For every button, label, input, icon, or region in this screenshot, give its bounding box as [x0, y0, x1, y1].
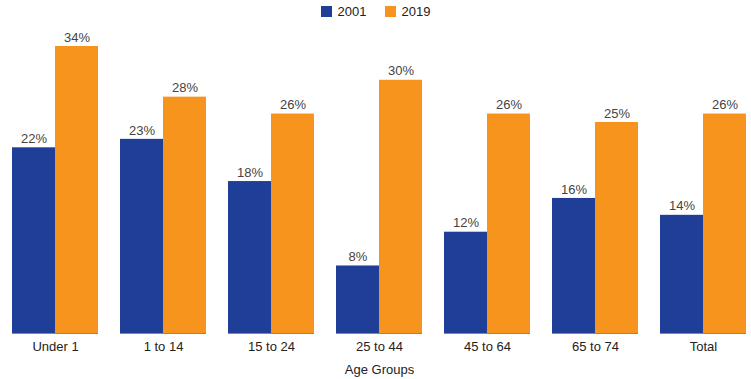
svg-text:28%: 28% [172, 80, 198, 95]
svg-text:Under 1: Under 1 [32, 339, 78, 354]
svg-text:18%: 18% [237, 165, 263, 180]
svg-text:34%: 34% [64, 30, 90, 45]
svg-text:25%: 25% [604, 106, 630, 121]
svg-text:23%: 23% [129, 123, 155, 138]
svg-text:26%: 26% [496, 97, 522, 112]
svg-text:8%: 8% [349, 249, 368, 264]
svg-text:Age Groups: Age Groups [345, 362, 415, 377]
svg-text:25 to 44: 25 to 44 [356, 339, 403, 354]
svg-text:12%: 12% [453, 215, 479, 230]
html-text:2001: 2001 [337, 3, 367, 19]
svg-text:14%: 14% [669, 198, 695, 213]
svg-text:22%: 22% [21, 131, 47, 146]
svg-text:45 to 64: 45 to 64 [464, 339, 511, 354]
svg-text:26%: 26% [712, 97, 738, 112]
svg-text:65 to 74: 65 to 74 [572, 339, 619, 354]
svg-text:16%: 16% [561, 182, 587, 197]
svg-text:Total: Total [690, 339, 718, 354]
svg-text:15 to 24: 15 to 24 [248, 339, 295, 354]
svg-text:1 to 14: 1 to 14 [144, 339, 184, 354]
svg-text:26%: 26% [280, 97, 306, 112]
html-text:2019: 2019 [401, 3, 431, 19]
svg-text:30%: 30% [388, 63, 414, 78]
